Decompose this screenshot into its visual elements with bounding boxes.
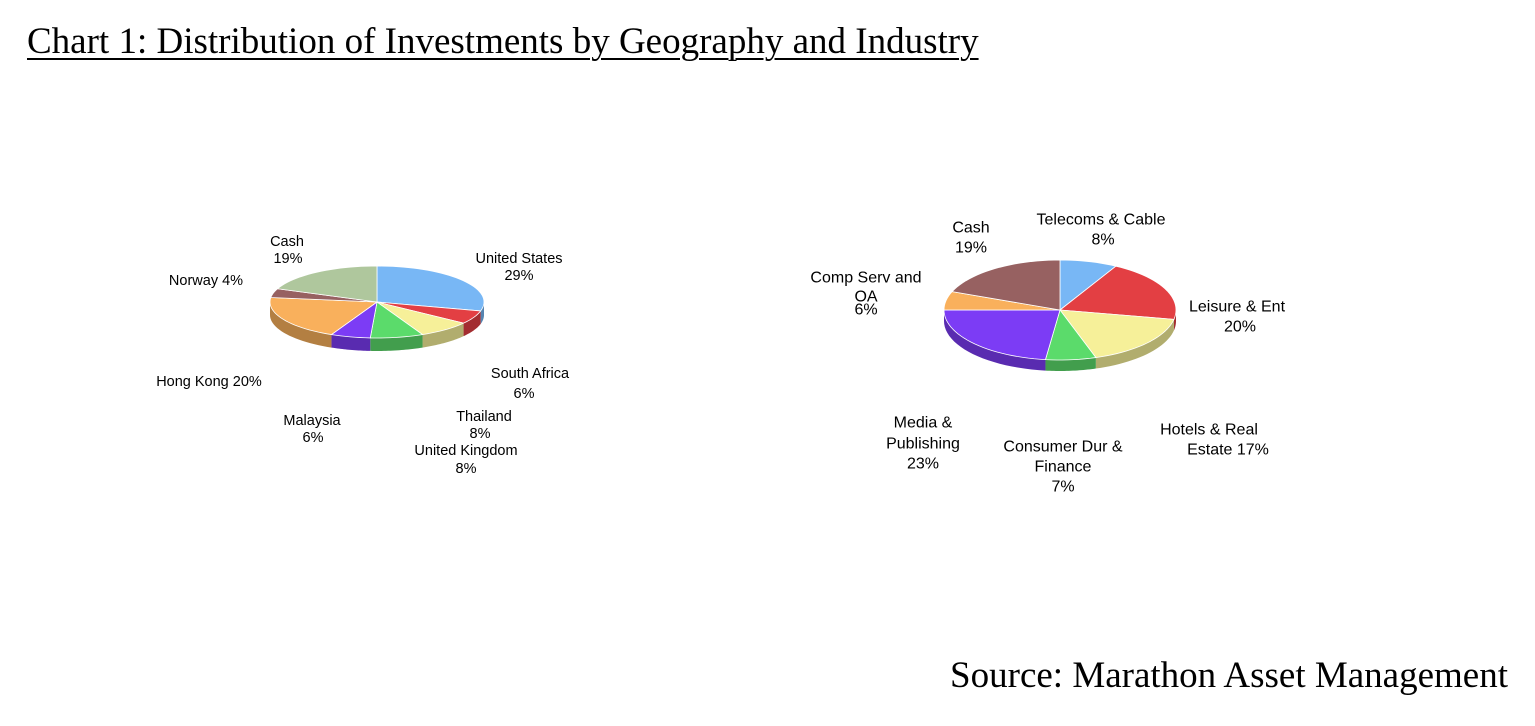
pie-label-tel-line1: Telecoms & Cable	[1037, 212, 1166, 229]
pie-side-med	[944, 310, 1046, 371]
pie-label-hot-line2: Estate 17%	[1187, 442, 1269, 459]
pie-label-lei-line2: 20%	[1224, 319, 1256, 336]
pie-label-cash-line2: 19%	[273, 251, 302, 267]
pie-slice-hot	[1059, 309, 1175, 358]
pie-label-hot-line1: Hotels & Real	[1160, 422, 1258, 439]
pie-slice-us	[376, 265, 485, 312]
pie-label-cash-line2: 19%	[955, 240, 987, 257]
pie-side-hk	[270, 302, 332, 348]
pie-label-my-line1: Malaysia	[283, 413, 341, 429]
pie-label-cash-line1: Cash	[270, 234, 304, 250]
pie-slice-tel	[1059, 259, 1117, 311]
pie-side-sa	[463, 310, 481, 337]
pie-label-sa-line2: 6%	[514, 386, 535, 402]
pie-label-med-line1: Media &	[894, 415, 953, 432]
pie-label-con-line1: Consumer Dur &	[1003, 439, 1122, 456]
pie-slice-sa	[376, 301, 482, 324]
pie-side-uk	[370, 334, 423, 351]
pie-side-my	[331, 334, 371, 351]
pie-label-th-line1: Thailand	[456, 409, 512, 425]
industry-pie-slices	[943, 259, 1177, 361]
source-note: Source: Marathon Asset Management	[950, 655, 1508, 696]
geography-pie-slices	[269, 265, 485, 339]
pie-label-sa-line1: South Africa	[491, 366, 570, 382]
pie-slice-med	[943, 309, 1061, 361]
pie-label-us-line2: 29%	[504, 268, 533, 284]
pie-label-my-line2: 6%	[303, 430, 324, 446]
pie-label-con-line3: 7%	[1051, 479, 1074, 496]
pie-slice-cash	[277, 265, 378, 303]
pie-side-con	[1045, 357, 1096, 371]
pie-label-us-line1: United States	[475, 251, 562, 267]
pie-label-comp-line1: Comp Serv and	[810, 270, 921, 287]
pie-label-med-line2: Publishing	[886, 436, 960, 453]
pie-slice-cash	[951, 259, 1061, 311]
pie-label-comp-line2: OA	[854, 289, 877, 306]
pie-label-uk-line1: United Kingdom	[414, 443, 517, 459]
geography-pie-sides	[270, 302, 484, 351]
page-title: Chart 1: Distribution of Investments by …	[27, 21, 979, 62]
pie-label-th-line2: 8%	[470, 426, 491, 442]
pie-label-uk-line2: 8%	[456, 461, 477, 477]
industry-pie-sides	[944, 310, 1176, 371]
pie-label-med-line3: 23%	[907, 456, 939, 473]
pie-label-tel-line2: 8%	[1091, 232, 1114, 249]
pie-label-comp-line3: 6%	[854, 302, 877, 319]
pie-side-hot	[1095, 319, 1174, 369]
pie-slice-uk	[369, 301, 423, 339]
pie-slice-lei	[1059, 265, 1177, 320]
pie-label-cash-line1: Cash	[952, 220, 989, 237]
pie-label-no: Norway 4%	[169, 273, 243, 289]
pie-label-lei-line1: Leisure & Ent	[1189, 299, 1286, 316]
pie-slice-hk	[269, 297, 378, 335]
pie-slice-con	[1045, 309, 1097, 361]
pie-slice-my	[331, 301, 378, 339]
pie-slice-th	[376, 301, 464, 335]
pie-label-hk: Hong Kong 20%	[156, 374, 262, 390]
pie-label-con-line2: Finance	[1035, 459, 1092, 476]
pie-side-th	[422, 323, 464, 348]
